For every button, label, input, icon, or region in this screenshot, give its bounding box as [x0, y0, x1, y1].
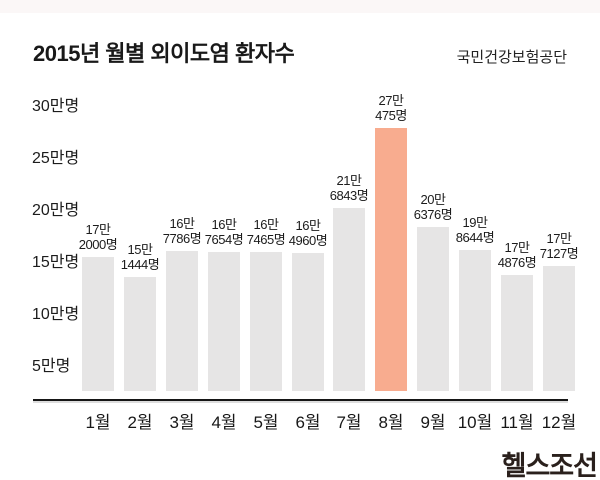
bar-month-10	[459, 250, 491, 391]
bar-value-label-month-11: 17만 4876명	[497, 240, 537, 270]
bar-value-label-month-8: 27만 475명	[375, 93, 407, 123]
y-axis-label-250000: 25만명	[32, 150, 80, 167]
bar-value-label-month-1: 17만 2000명	[78, 222, 118, 252]
x-axis-label-11: 11월	[500, 413, 534, 432]
bar-month-1	[82, 257, 114, 391]
x-axis-label-2: 2월	[127, 413, 153, 432]
bar-month-12	[543, 266, 575, 391]
data-source-label: 국민건강보험공단	[456, 49, 567, 66]
publisher-logo: 헬스조선	[501, 451, 598, 480]
bar-month-5	[250, 252, 282, 391]
bar-value-label-month-2: 15만 1444명	[120, 242, 160, 272]
x-axis-label-8: 8월	[378, 413, 404, 432]
bar-month-7	[333, 208, 365, 391]
x-axis-label-6: 6월	[295, 413, 321, 432]
bar-month-6	[292, 253, 324, 391]
bar-month-2	[124, 277, 156, 391]
y-axis-label-200000: 20만명	[32, 202, 80, 219]
bar-value-label-month-9: 20만 6376명	[413, 192, 453, 222]
bar-value-label-month-3: 16만 7786명	[162, 216, 202, 246]
bar-value-label-month-12: 17만 7127명	[539, 231, 579, 261]
bar-value-label-month-10: 19만 8644명	[455, 215, 495, 245]
bar-month-8-highlight	[375, 128, 407, 391]
x-axis-label-1: 1월	[85, 413, 111, 432]
x-axis-label-7: 7월	[336, 413, 362, 432]
bar-value-label-month-6: 16만 4960명	[288, 218, 328, 248]
y-axis-label-300000: 30만명	[32, 98, 80, 115]
x-axis-line	[33, 399, 568, 401]
x-axis-label-3: 3월	[169, 413, 195, 432]
bar-month-4	[208, 252, 240, 391]
chart-title: 2015년 월별 외이도염 환자수	[33, 41, 295, 66]
bar-value-label-month-5: 16만 7465명	[246, 217, 286, 247]
x-axis-label-4: 4월	[211, 413, 237, 432]
x-axis-label-12: 12월	[541, 413, 577, 432]
bar-value-label-month-7: 21만 6843명	[329, 173, 369, 203]
x-axis-label-9: 9월	[420, 413, 446, 432]
bar-value-label-month-4: 16만 7654명	[204, 217, 244, 247]
bar-month-3	[166, 251, 198, 391]
y-axis-label-50000: 5만명	[32, 358, 71, 375]
x-axis-label-5: 5월	[253, 413, 279, 432]
bar-month-11	[501, 275, 533, 391]
bar-month-9	[417, 227, 449, 391]
y-axis-label-100000: 10만명	[32, 306, 80, 323]
y-axis-label-150000: 15만명	[32, 254, 80, 271]
x-axis-label-10: 10월	[457, 413, 493, 432]
top-strip	[0, 0, 600, 13]
